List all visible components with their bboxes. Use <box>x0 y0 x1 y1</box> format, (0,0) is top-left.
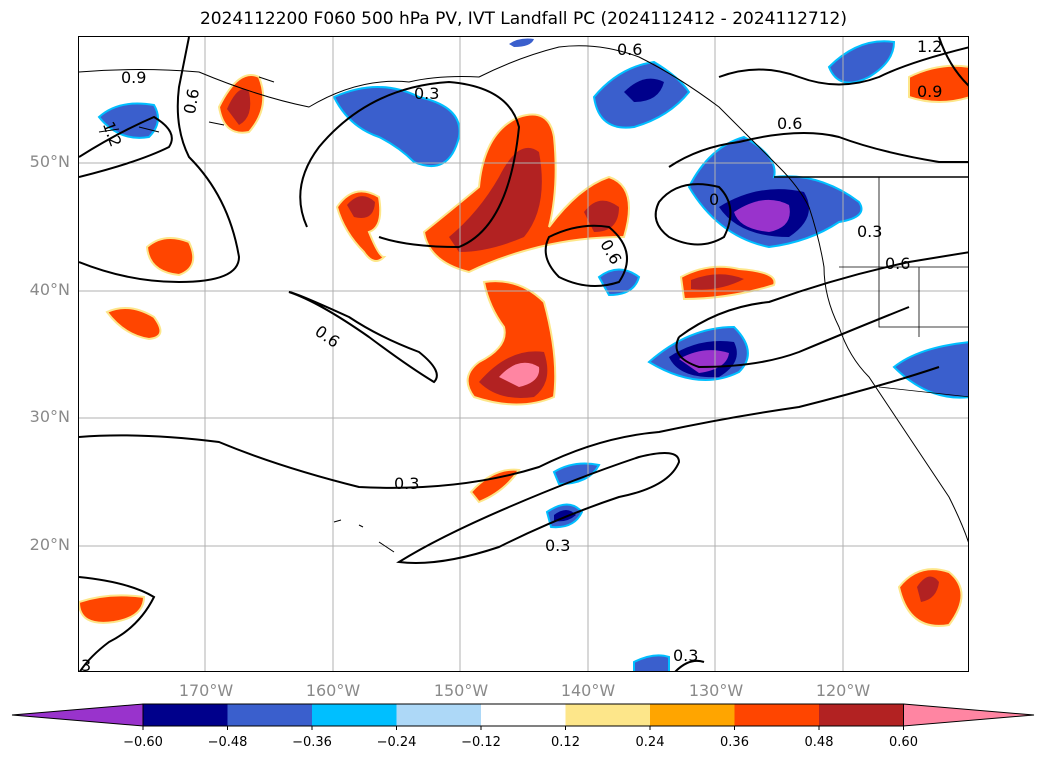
lon-label-170w: 170°W <box>178 681 234 700</box>
pv-positive-region <box>105 307 162 341</box>
pv-negative-region <box>633 654 670 671</box>
colorbar-tick-label: −0.12 <box>461 735 501 750</box>
contour-lines <box>79 37 968 671</box>
lat-label-30: 30°N <box>29 407 70 426</box>
lon-label-120w: 120°W <box>815 681 871 700</box>
pv-positive-region <box>908 64 968 103</box>
lon-label-150w: 150°W <box>433 681 489 700</box>
contour-label: 0.9 <box>121 68 146 87</box>
colorbar-bin <box>650 704 735 726</box>
pv-positive-core <box>347 196 375 218</box>
gridlines <box>79 37 968 671</box>
colorbar-tick-label: −0.24 <box>377 735 417 750</box>
colorbar-tick-label: 0.24 <box>636 735 665 750</box>
colorbar-extend-low <box>11 703 144 727</box>
pv-negative-region <box>97 102 159 139</box>
contour-label: 0.6 <box>311 321 343 351</box>
contour-label: 0.9 <box>917 82 942 101</box>
contour-label: 0.3 <box>545 536 570 555</box>
coastlines <box>79 45 968 553</box>
colorbar-tick-label: 0.48 <box>805 735 834 750</box>
lat-label-40: 40°N <box>29 280 70 299</box>
map-canvas: 0.9 0.6 1.2 0.3 0.6 1.2 0.9 0.6 0 0.3 0.… <box>79 37 968 672</box>
colorbar-tick-label: 0.60 <box>889 735 918 750</box>
contour-label: 3 <box>81 656 91 672</box>
colorbar-tick-label: −0.48 <box>208 735 248 750</box>
contour-label: 0.3 <box>394 474 419 493</box>
map-title: 2024112200 F060 500 hPa PV, IVT Landfall… <box>199 9 847 29</box>
colorbar-bin <box>565 704 650 726</box>
colorbar-bins <box>11 703 1035 727</box>
contour-label: 0.3 <box>673 646 698 665</box>
colorbar-bin <box>143 704 228 726</box>
pv-negative-core <box>624 78 664 102</box>
pv-positive-core <box>691 274 744 290</box>
pv-negative-peak <box>734 199 790 232</box>
colorbar-bin <box>481 704 566 726</box>
contour-label: 0.6 <box>885 254 910 273</box>
colorbar-tick-label: −0.60 <box>123 735 163 750</box>
colorbar-bin <box>396 704 481 726</box>
colorbar: −0.60 −0.48 −0.36 −0.24 −0.12 0.12 0.24 0.36 0.4… <box>11 703 1035 750</box>
pv-positive-core <box>449 147 542 252</box>
lon-label-130w: 130°W <box>688 681 744 700</box>
colorbar-outline <box>142 703 904 727</box>
colorbar-tick-label: −0.36 <box>292 735 332 750</box>
pv-positive-region <box>145 237 195 277</box>
pv-positive-peak <box>499 362 540 387</box>
pv-fill-layer <box>79 38 968 671</box>
colorbar-bin <box>312 704 397 726</box>
colorbar-bin <box>819 704 904 726</box>
pv-positive-region <box>79 594 146 624</box>
pv-negative-region <box>509 38 534 47</box>
colorbar-tick-label: 0.12 <box>551 735 580 750</box>
pv-negative-region <box>827 40 896 84</box>
contour-label: 1.2 <box>917 37 942 56</box>
colorbar-bin <box>227 704 312 726</box>
contour-label: 0.3 <box>414 84 439 103</box>
pv-positive-core <box>917 576 939 602</box>
pv-positive-core <box>584 200 619 232</box>
contour-label: 0 <box>709 190 719 209</box>
map-panel: 0.9 0.6 1.2 0.3 0.6 1.2 0.9 0.6 0 0.3 0.… <box>78 36 969 672</box>
lon-label-160w: 160°W <box>305 681 361 700</box>
lon-label-140w: 140°W <box>560 681 616 700</box>
pv-positive-core <box>227 89 251 125</box>
colorbar-bin <box>734 704 819 726</box>
contour-label: 0.6 <box>617 40 642 59</box>
pv-negative-region <box>332 86 461 167</box>
contour-label: 0.6 <box>180 87 203 115</box>
lat-label-20: 20°N <box>29 535 70 554</box>
colorbar-tick-label: 0.36 <box>720 735 749 750</box>
contour-label: 0.3 <box>857 222 882 241</box>
lat-label-50: 50°N <box>29 152 70 171</box>
colorbar-ticks: −0.60 −0.48 −0.36 −0.24 −0.12 0.12 0.24 0.36 0.4… <box>123 726 918 750</box>
colorbar-extend-high <box>903 703 1035 727</box>
contour-label: 0.6 <box>777 114 802 133</box>
